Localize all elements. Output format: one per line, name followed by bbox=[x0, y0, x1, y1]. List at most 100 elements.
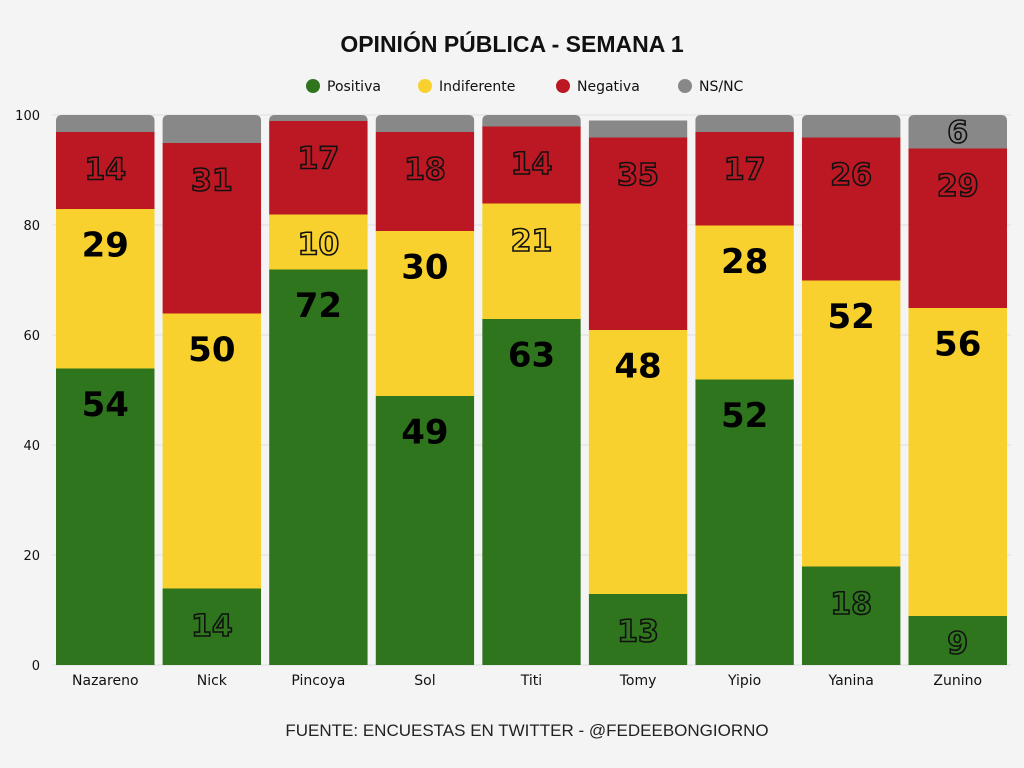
bar-stack bbox=[162, 115, 262, 665]
bar-segment bbox=[375, 230, 475, 396]
data-label: 21 bbox=[511, 224, 553, 259]
bar-segment bbox=[695, 225, 794, 380]
bar-segment bbox=[162, 115, 262, 143]
bar-stack bbox=[588, 120, 688, 665]
data-label: 29 bbox=[82, 226, 129, 266]
x-tick-label: Titi bbox=[520, 673, 542, 689]
y-tick-label: 100 bbox=[15, 109, 40, 124]
bar-segment bbox=[588, 137, 688, 330]
data-label: 52 bbox=[721, 396, 768, 436]
data-label: 14 bbox=[511, 147, 553, 182]
data-label: 28 bbox=[721, 242, 768, 282]
data-label: 48 bbox=[614, 347, 661, 387]
bar-segment bbox=[695, 379, 794, 665]
bar-segment bbox=[908, 115, 1007, 149]
data-label: 10 bbox=[298, 228, 340, 263]
legend-label: NS/NC bbox=[699, 79, 744, 95]
bar-stack bbox=[801, 115, 901, 665]
bar-segment bbox=[375, 395, 475, 665]
x-tick-label: Tomy bbox=[619, 673, 657, 689]
data-label: 52 bbox=[828, 297, 875, 337]
data-label: 14 bbox=[84, 153, 126, 188]
bar-segment bbox=[482, 318, 581, 665]
legend: Positiva Indiferente Negativa NS/NC bbox=[306, 79, 744, 95]
bar-segment bbox=[56, 368, 155, 665]
x-tick-label: Nick bbox=[197, 673, 228, 689]
legend-swatch bbox=[678, 79, 692, 93]
data-label: 18 bbox=[830, 587, 872, 622]
data-label: 56 bbox=[934, 325, 981, 365]
legend-swatch bbox=[418, 79, 432, 93]
bar-segment bbox=[162, 313, 262, 589]
legend-item: Positiva bbox=[306, 79, 381, 95]
x-tick-label: Pincoya bbox=[291, 673, 345, 689]
bar-segment bbox=[801, 280, 901, 567]
bar-segment bbox=[908, 307, 1007, 616]
x-tick-label: Zunino bbox=[933, 673, 982, 689]
bar-segment bbox=[588, 120, 688, 138]
bar-segment bbox=[908, 148, 1007, 308]
data-labels: 54 29 14 14 50 31 72 10 17 49 30 18 63 21 14 13 48 35 52 28… bbox=[82, 115, 982, 662]
legend-item: Indiferente bbox=[418, 79, 515, 95]
y-axis: 0 20 40 60 80 100 bbox=[15, 109, 40, 674]
bar-stack bbox=[482, 115, 581, 665]
y-tick-label: 40 bbox=[23, 439, 40, 454]
bar-segment bbox=[695, 131, 794, 226]
data-label: 17 bbox=[724, 153, 766, 188]
data-label: 54 bbox=[82, 385, 129, 425]
bar-segment bbox=[908, 615, 1007, 665]
x-tick-label: Sol bbox=[414, 673, 435, 689]
legend-label: Indiferente bbox=[439, 79, 515, 95]
data-label: 49 bbox=[401, 413, 448, 453]
x-tick-label: Nazareno bbox=[72, 673, 138, 689]
data-label: 35 bbox=[617, 158, 659, 193]
bar-segment bbox=[588, 329, 688, 594]
bar-stack bbox=[695, 115, 794, 665]
bar-segment bbox=[695, 115, 794, 132]
bar-segment bbox=[56, 115, 155, 132]
bar-segment bbox=[269, 214, 368, 270]
legend-label: Negativa bbox=[577, 79, 640, 95]
bar-segment bbox=[269, 120, 368, 215]
data-label: 9 bbox=[947, 626, 968, 661]
bar-stack bbox=[375, 115, 475, 665]
bar-stack bbox=[908, 115, 1007, 665]
bar-segment bbox=[482, 115, 581, 127]
data-label: 30 bbox=[401, 248, 448, 288]
bars bbox=[56, 115, 1007, 665]
data-label: 72 bbox=[295, 286, 342, 326]
bar-segment bbox=[56, 131, 155, 209]
y-tick-label: 80 bbox=[23, 219, 40, 234]
legend-swatch bbox=[556, 79, 570, 93]
bar-segment bbox=[375, 131, 475, 231]
data-label: 31 bbox=[191, 164, 233, 199]
y-tick-label: 20 bbox=[23, 549, 40, 564]
bar-segment bbox=[269, 115, 368, 121]
data-label: 50 bbox=[188, 330, 235, 370]
bar-segment bbox=[162, 142, 262, 314]
bar-segment bbox=[801, 137, 901, 281]
chart-title: OPINIÓN PÚBLICA - SEMANA 1 bbox=[340, 30, 684, 57]
bar-segment bbox=[801, 115, 901, 138]
bar-stack bbox=[269, 115, 368, 665]
y-tick-label: 60 bbox=[23, 329, 40, 344]
bar-segment bbox=[269, 269, 368, 665]
legend-swatch bbox=[306, 79, 320, 93]
x-tick-label: Yanina bbox=[827, 673, 873, 689]
source-note: FUENTE: ENCUESTAS EN TWITTER - @FEDEEBON… bbox=[285, 721, 768, 740]
legend-item: Negativa bbox=[556, 79, 640, 95]
data-label: 29 bbox=[937, 169, 979, 204]
bar-stack bbox=[56, 115, 155, 665]
x-axis: Nazareno Nick Pincoya Sol Titi Tomy Yipio Yanin… bbox=[72, 673, 982, 689]
data-label: 26 bbox=[830, 158, 872, 193]
bar-segment bbox=[482, 126, 581, 204]
data-label: 63 bbox=[508, 336, 555, 376]
x-tick-label: Yipio bbox=[727, 673, 761, 689]
data-label: 17 bbox=[298, 142, 340, 177]
data-label: 6 bbox=[947, 116, 968, 151]
bar-segment bbox=[801, 566, 901, 665]
data-label: 14 bbox=[191, 609, 233, 644]
bar-segment bbox=[56, 208, 155, 369]
bar-segment bbox=[588, 593, 688, 665]
y-tick-label: 0 bbox=[32, 659, 40, 674]
